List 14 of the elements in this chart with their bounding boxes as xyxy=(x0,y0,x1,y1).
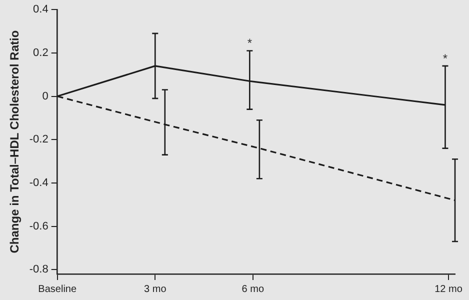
y-tick-label: 0 xyxy=(42,90,48,102)
annotation: * xyxy=(442,51,448,66)
y-tick-label: -0.4 xyxy=(29,177,48,190)
x-tick-label: 3 mo xyxy=(144,284,167,295)
annotation: * xyxy=(247,36,252,50)
y-tick-label: -0.8 xyxy=(29,264,48,276)
y-tick-label: -0.6 xyxy=(29,220,48,232)
y-axis-title: Change in Total–HDL Cholesterol Ratio xyxy=(8,30,22,254)
y-tick-label: -0.2 xyxy=(29,134,48,146)
x-tick-label: 12 mo xyxy=(434,284,463,295)
y-tick-label: 0.4 xyxy=(33,4,48,16)
y-tick-label: 0.2 xyxy=(33,46,48,59)
x-tick-label: Baseline xyxy=(38,284,77,295)
x-tick-label: 6 mo xyxy=(242,284,264,295)
